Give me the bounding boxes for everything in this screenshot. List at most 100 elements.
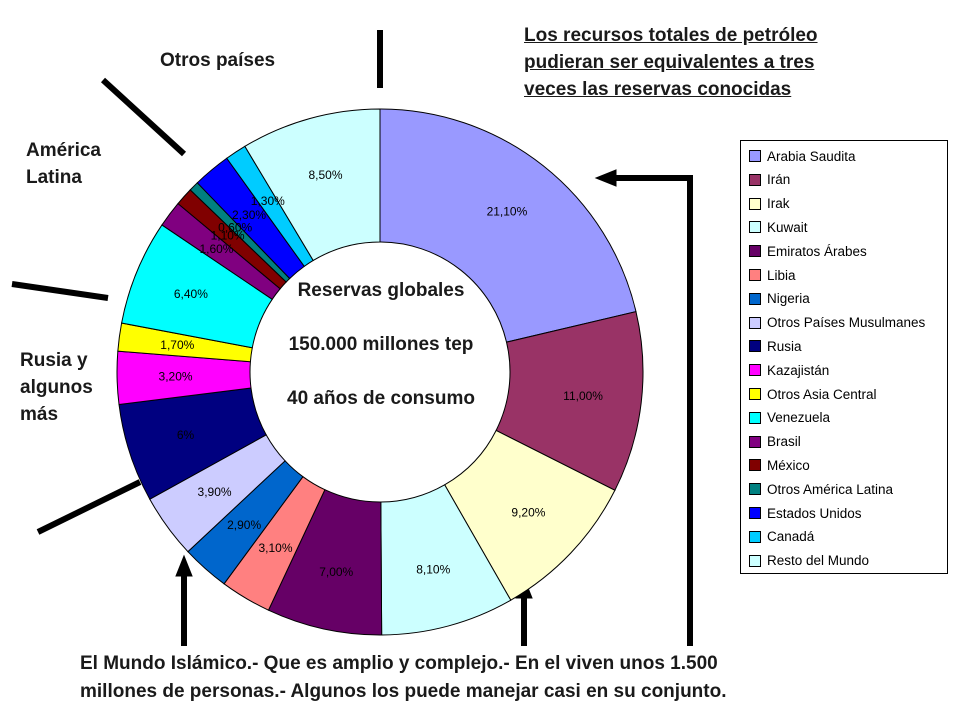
center-text: Reservas globales 150.000 millones tep 4… [258, 280, 504, 410]
legend-label: Otros Países Musulmanes [767, 315, 926, 331]
legend-label: Resto del Mundo [767, 553, 870, 569]
legend-label: Nigeria [767, 291, 810, 307]
pointer-line-2 [100, 77, 187, 157]
america-latina-line-1: América [26, 140, 101, 161]
legend-item-resto-del-mundo: Resto del Mundo [749, 552, 869, 570]
center-total: 150.000 millones tep [288, 334, 474, 355]
legend-label: Brasil [767, 434, 801, 450]
legend-label: Irak [767, 196, 790, 212]
legend-item-otros-asia-central: Otros Asia Central [749, 385, 877, 403]
slice-label-irak: 9,20% [511, 506, 545, 520]
legend-swatch [749, 364, 761, 377]
arrow-head-right [594, 169, 617, 187]
pointer-line-4 [36, 479, 142, 535]
slice-label-kuwait: 8,10% [416, 562, 450, 576]
legend-item-nigeria: Nigeria [749, 290, 810, 308]
legend-swatch [749, 483, 761, 496]
footer-line-2: millones de personas.- Algunos los puede… [80, 681, 727, 702]
legend-item-kuwait: Kuwait [749, 218, 808, 236]
legend-label: Otros Asia Central [767, 386, 877, 402]
legend-label: Canadá [767, 529, 815, 545]
legend-label: Libia [767, 267, 796, 283]
legend-swatch [749, 340, 761, 353]
legend-item-mexico: México [749, 456, 810, 474]
pointer-line-3 [11, 281, 109, 301]
slice-label-otros-asia-central: 1,70% [160, 338, 194, 352]
legend-swatch [749, 150, 761, 162]
chart-legend: Arabia Saudita Irán Irak Kuwait Emiratos Ára… [740, 140, 948, 574]
slice-label-iran: 11,00% [563, 389, 603, 403]
legend-item-irak: Irak [749, 195, 790, 213]
legend-item-brasil: Brasil [749, 433, 801, 451]
slice-resto-del-mundo [244, 108, 381, 262]
rusia-line-3: más [20, 404, 59, 425]
legend-label: Rusia [767, 338, 802, 354]
america-latina-line-2: Latina [26, 167, 82, 188]
slice-label-libia: 3,10% [258, 541, 292, 555]
headline: Los recursos totales de petróleo pudiera… [524, 22, 818, 103]
footer-line-1: El Mundo Islámico.- Que es amplio y comp… [80, 653, 718, 674]
legend-item-canada: Canadá [749, 528, 814, 546]
headline-line-3: veces las reservas conocidas [524, 79, 792, 100]
legend-item-otros-paises-musulmanes: Otros Países Musulmanes [749, 314, 925, 332]
legend-swatch [749, 507, 761, 519]
slice-labels: 21,10% 11,00% 9,20% 8,10% 7,00% 3,10% 2,90% 3,9… [159, 168, 604, 579]
slice-label-canada: 1,30% [251, 194, 285, 208]
legend-label: Arabia Saudita [767, 148, 856, 164]
slice-label-arabia-saudita: 21,10% [487, 205, 528, 219]
region-label-rusia: Rusia y algunos más [20, 347, 93, 428]
slice-label-nigeria: 2,90% [227, 518, 261, 532]
legend-item-venezuela: Venezuela [749, 409, 830, 427]
slice-label-venezuela: 6,40% [174, 287, 208, 301]
legend-label: Venezuela [767, 410, 831, 426]
headline-line-1: Los recursos totales de petróleo [524, 25, 818, 46]
slice-arabia-saudita [379, 108, 637, 343]
region-label-otros-paises: Otros países [160, 50, 276, 71]
legend-swatch [749, 292, 761, 305]
legend-swatch [749, 316, 761, 329]
legend-item-iran: Irán [749, 171, 790, 189]
rusia-line-2: algunos [20, 377, 93, 398]
arrow-head-left [175, 554, 193, 577]
slice-label-kazajistan: 3,20% [159, 370, 193, 384]
slice-label-otros-paises-musulmanes: 3,90% [198, 485, 232, 499]
legend-item-rusia: Rusia [749, 337, 802, 355]
slice-label-rusia: 6% [177, 428, 195, 442]
slice-label-emiratos-arabes: 7,00% [319, 565, 353, 579]
legend-item-estados-unidos: Estados Unidos [749, 504, 862, 522]
slice-label-estados-unidos: 2,30% [232, 208, 266, 222]
legend-item-libia: Libia [749, 266, 796, 284]
slice-label-mexico: 1,10% [211, 229, 245, 243]
legend-swatch [749, 530, 761, 543]
legend-swatch [749, 197, 761, 210]
doughnut-slices [116, 108, 644, 636]
legend-label: Emiratos Árabes [767, 243, 867, 259]
headline-line-2: pudieran ser equivalentes a tres [524, 52, 815, 73]
legend-swatch [749, 554, 761, 567]
rusia-line-1: Rusia y [20, 350, 88, 371]
legend-swatch [749, 245, 761, 258]
legend-swatch [749, 411, 761, 424]
region-label-america-latina: América Latina [26, 137, 101, 191]
legend-item-emiratos-arabes: Emiratos Árabes [749, 242, 867, 260]
legend-swatch [749, 459, 761, 472]
slice-label-resto-del-mundo: 8,50% [308, 168, 342, 182]
legend-label: México [767, 457, 810, 473]
footer-text: El Mundo Islámico.- Que es amplio y comp… [80, 650, 727, 706]
legend-swatch [749, 435, 761, 448]
legend-item-kazajistan: Kazajistán [749, 361, 829, 379]
legend-label: Estados Unidos [767, 505, 862, 521]
legend-swatch [749, 221, 761, 234]
legend-swatch [749, 173, 761, 186]
legend-label: Kazajistán [767, 362, 830, 378]
center-title: Reservas globales [297, 280, 465, 301]
center-years: 40 años de consumo [287, 388, 475, 409]
legend-swatch [749, 269, 761, 281]
legend-item-otros-america-latina: Otros América Latina [749, 480, 893, 498]
slice-label-otros-america-latina: 0,60% [218, 221, 252, 235]
legend-label: Irán [767, 172, 791, 188]
pointer-lines [11, 30, 693, 646]
legend-item-arabia-saudita: Arabia Saudita [749, 147, 856, 165]
legend-label: Kuwait [767, 219, 808, 235]
